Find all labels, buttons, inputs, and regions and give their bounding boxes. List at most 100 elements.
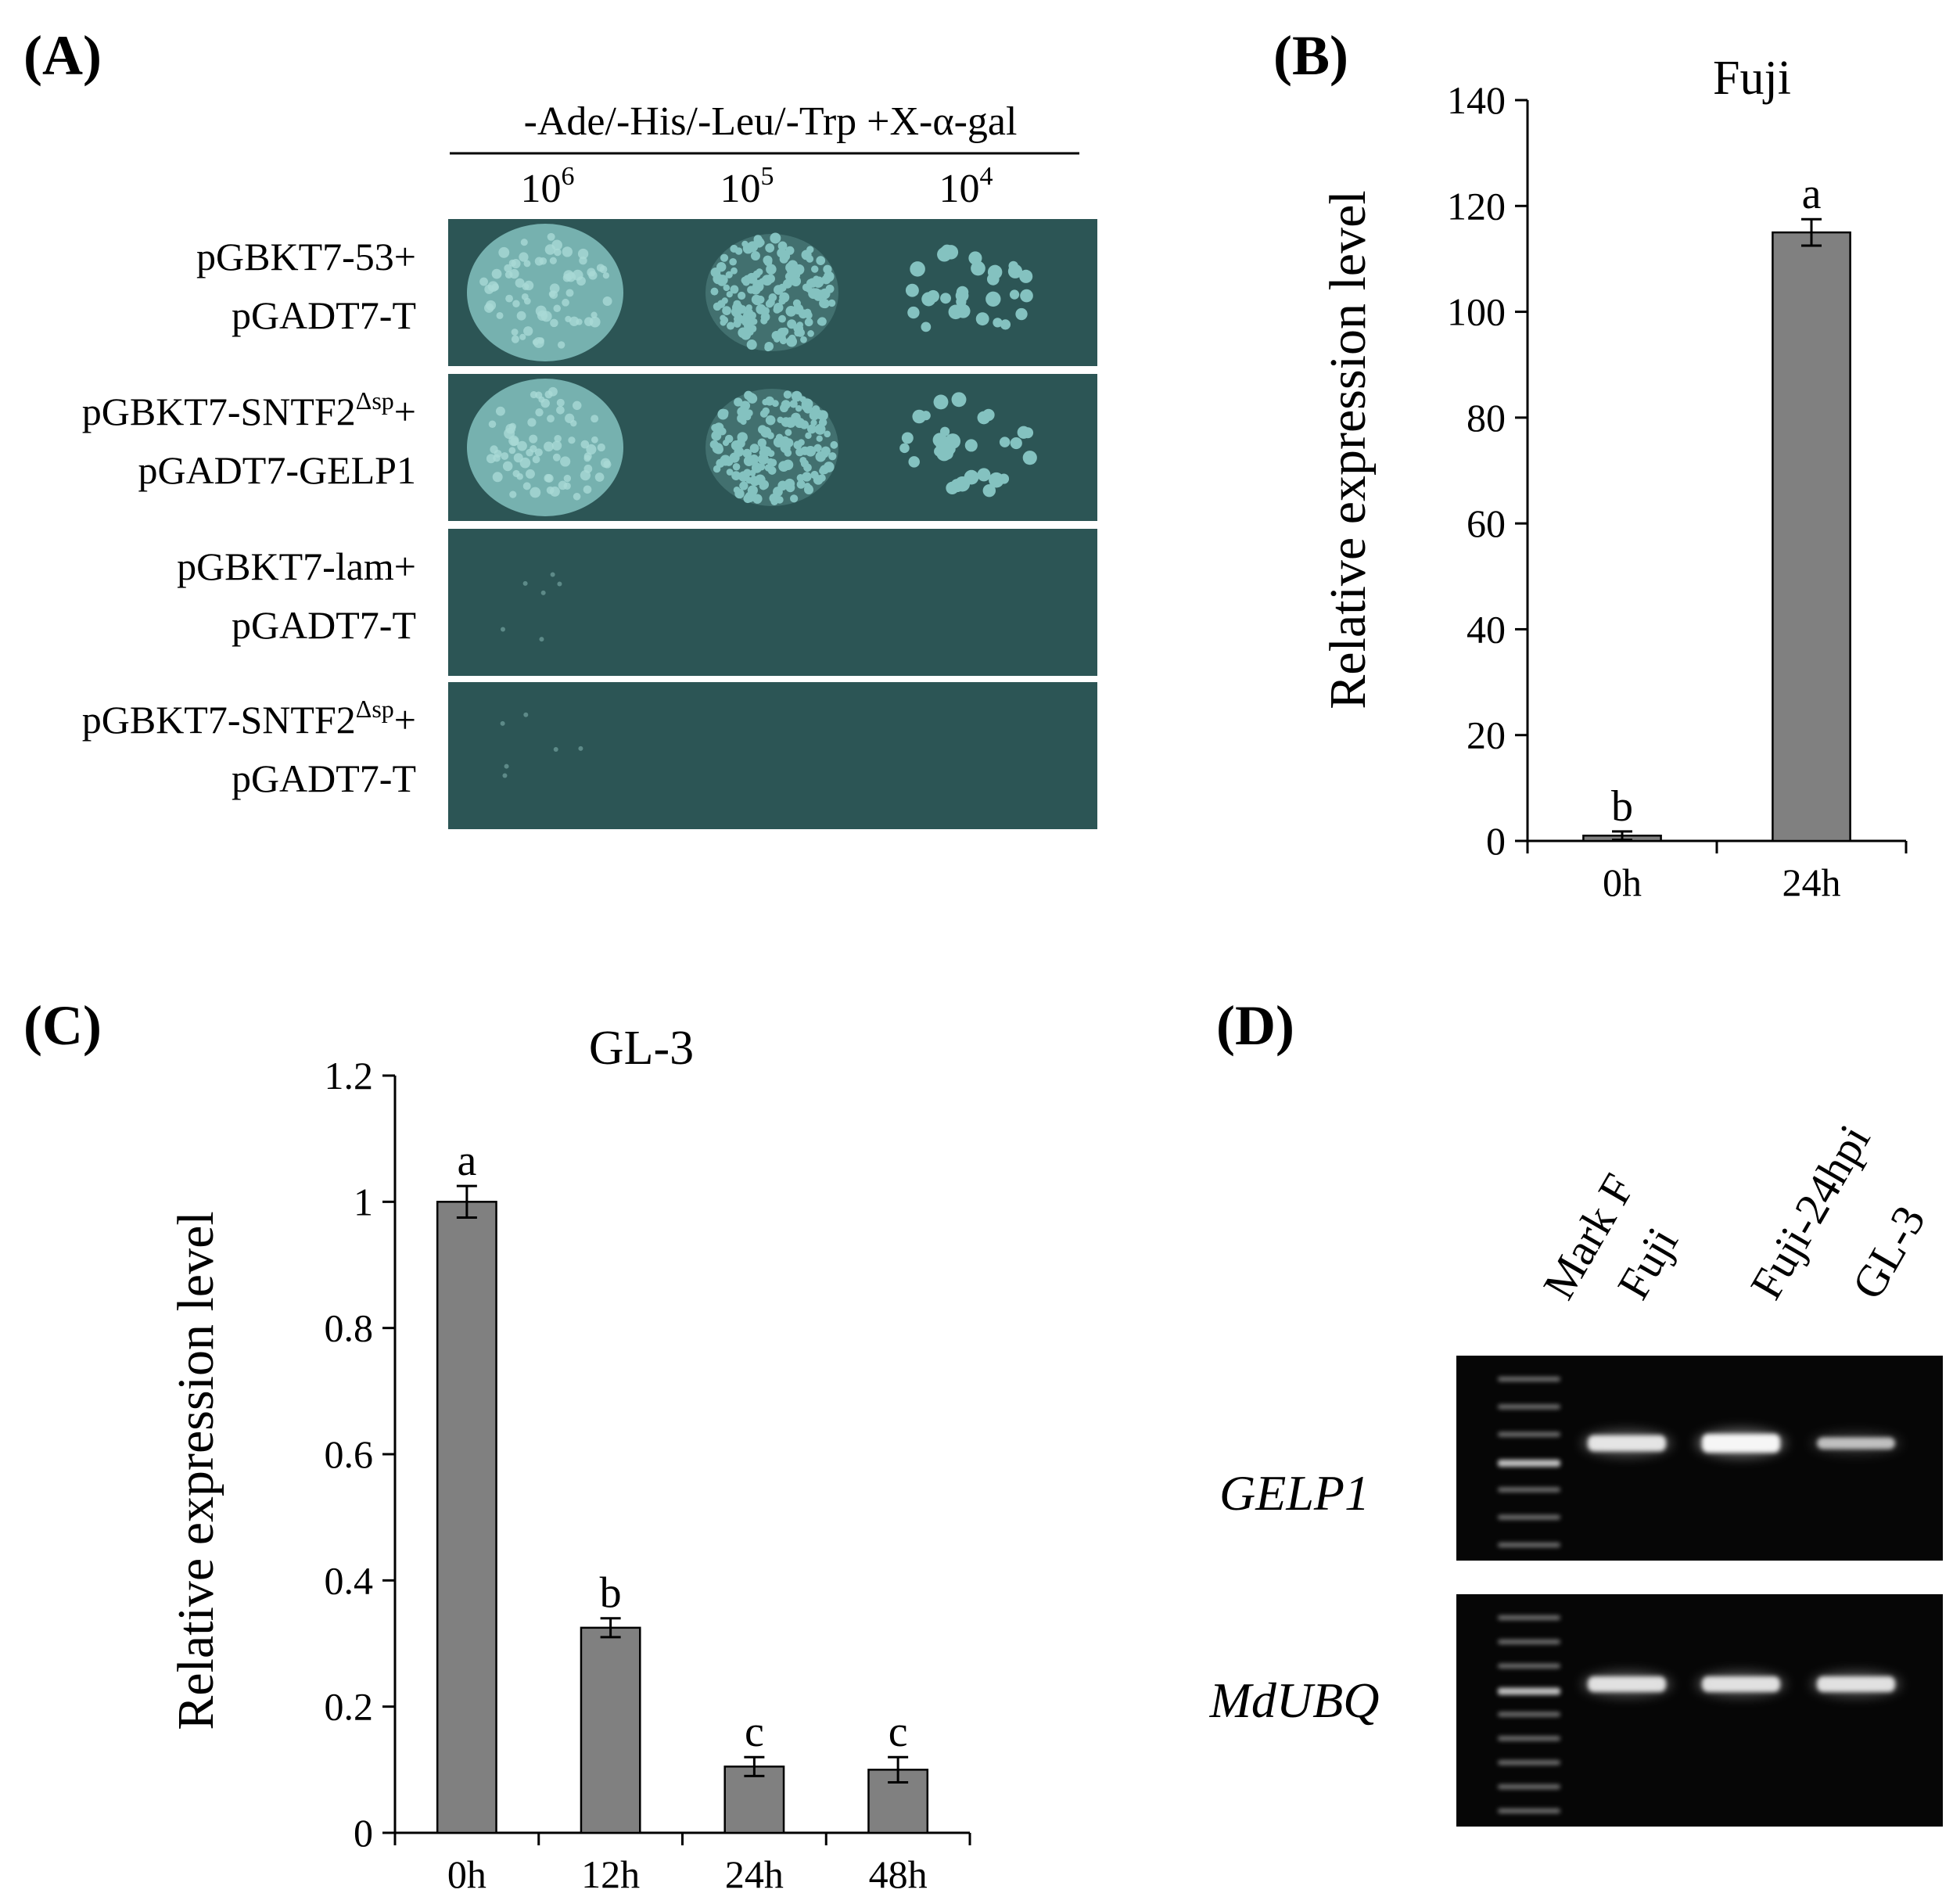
yeast-colony [777,480,788,491]
yeast-colony [544,473,553,483]
yeast-colony [532,339,539,346]
yeast-colony [600,458,611,468]
yeast-colony [739,482,746,490]
yeast-colony [760,317,768,325]
yeast-colony [505,294,513,303]
strain-label-prey: pGADT7-T [232,603,416,647]
yeast-colony [591,311,598,318]
yeast-colony [544,441,554,452]
yeast-colony [810,419,817,426]
dilution-base: 10 [720,167,761,211]
yeast-colony [964,469,979,485]
yeast-colony [907,306,920,319]
yeast-colony [774,438,781,445]
yeast-colony [800,336,807,343]
yeast-colony [780,293,788,302]
gel-band [1588,1676,1666,1692]
yeast-colony [1007,264,1023,278]
y-tick-label: 60 [1467,501,1506,545]
yeast-colony [553,304,561,312]
strain-label-bait: pGBKT7-SNTF2Δsp+ [82,386,416,433]
yeast-colony [739,406,749,416]
gene-label: MdUBQ [1209,1672,1380,1728]
yeast-colony [573,401,582,411]
yeast-colony [552,453,561,462]
yeast-colony [818,474,826,482]
yeast-colony [814,423,826,435]
yeast-colony [549,257,557,264]
yeast-colony [785,483,795,493]
yeast-colony [790,494,799,503]
gel-band [1817,1437,1895,1450]
yeast-colony [964,439,978,452]
yeast-colony [758,463,766,471]
yeast-colony [732,462,741,471]
yeast-colony [989,472,1004,488]
yeast-colony [818,418,828,427]
yeast-colony [530,444,537,453]
yeast-colony [558,480,568,490]
yeast-colony [764,341,774,351]
yeast-colony [823,271,835,282]
yeast-colony [816,256,826,265]
plate-background [448,529,1097,676]
yeast-colony [1022,427,1034,439]
yeast-colony [777,416,784,424]
yeast-colony [771,400,779,408]
yeast-colony [784,429,792,436]
yeast-colony [752,270,761,278]
yeast-colony [485,300,497,311]
significance-letter: b [600,1569,622,1618]
yeast-colony [554,248,562,257]
yeast-colony [783,390,792,399]
yeast-colony [769,493,779,503]
yeast-colony [769,458,777,467]
yeast-colony [745,494,755,502]
yeast-colony [934,446,945,457]
chart-b: 0 20 40 60 80 100 120 140 b 0h a 24h [1447,78,1908,904]
dilution-exponent: 4 [980,162,993,191]
yeast-colony [529,434,538,444]
strain-bait-name: pGBKT7-53+ [196,235,416,278]
yeast-colony [808,288,820,300]
y-tick-label: 80 [1467,396,1506,440]
yeast-colony [802,472,812,482]
yeast-colony [591,436,598,444]
strain-bait-superscript: Δsp [356,695,394,723]
yeast-colony [539,257,547,265]
yeast-colony [720,253,729,262]
y-tick-label: 0.2 [325,1685,374,1729]
yeast-colony [817,317,827,326]
yeast-colony [955,289,969,303]
ladder-band [1498,1460,1560,1467]
yeast-colony [547,232,555,241]
yeast-colony [498,246,510,258]
ladder-band [1498,1404,1560,1410]
yeast-colony [713,273,723,285]
yeast-colony [527,418,537,427]
yeast-colony [515,278,525,288]
yeast-colony [493,454,501,462]
ladder-band [1498,1784,1560,1790]
y-tick-label: 140 [1447,78,1506,122]
yeast-colony [583,317,594,326]
yeast-colony [800,446,810,455]
yeast-colony [794,324,804,333]
y-tick-label: 0.4 [325,1558,374,1602]
gel-background [1456,1356,1943,1561]
yeast-colony [551,239,562,251]
yeast-colony [912,409,927,424]
chart-c: 0 0.2 0.4 0.6 0.8 1 1.2 a 0h b 12h c 24h c 48h [325,1054,971,1896]
strain-label-bait: pGBKT7-lam+ [177,544,416,588]
yeast-colony [730,285,739,294]
yeast-colony [749,478,757,486]
plate-background [448,682,1097,829]
yeast-colony [940,426,950,436]
bar [436,1201,497,1834]
yeast-colony [956,304,971,318]
strain-label-bait: pGBKT7-53+ [196,235,416,278]
yeast-colony [779,336,788,345]
yeast-colony [737,432,748,443]
yeast-colony [820,446,831,456]
yeast-colony [602,272,610,279]
